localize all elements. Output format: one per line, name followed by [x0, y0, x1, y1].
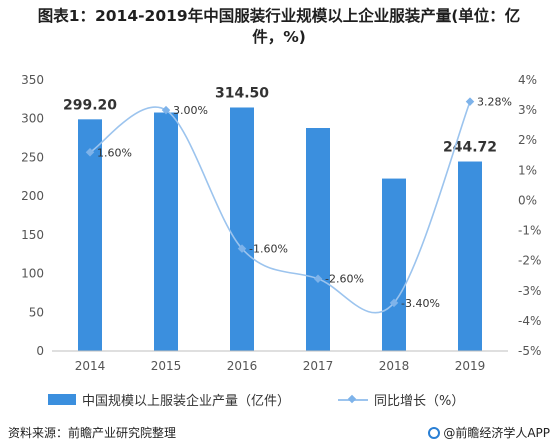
x-tick-label-2018: 2018 [379, 359, 410, 373]
left-tick-label-0: 0 [36, 344, 44, 358]
legend-swatch-line [338, 394, 369, 405]
left-tick-label-100: 100 [21, 267, 44, 281]
line-series: 1.60% 3.00% -1.60% -2.60% -3.40% 3.28% [85, 96, 512, 314]
source-note: 资料来源：前瞻产业研究院整理 [8, 426, 177, 440]
right-tick-label--1%: -1% [518, 224, 541, 238]
x-tick-label-2019: 2019 [455, 359, 486, 373]
right-tick-label-1%: 1% [518, 163, 537, 177]
left-tick-label-150: 150 [21, 228, 44, 242]
x-tick-label-2016: 2016 [227, 359, 258, 373]
line-label-2016: -1.60% [249, 243, 288, 256]
bar-2016 [230, 107, 254, 351]
chart-title: 图表1：2014-2019年中国服装行业规模以上企业服装产量(单位：亿 件，%) [0, 6, 558, 48]
chart-title-line-2: 件，%) [252, 28, 306, 46]
right-tick-label--4%: -4% [518, 314, 541, 328]
bar-2015 [154, 112, 178, 352]
line-point-2015 [161, 105, 171, 115]
line-label-2018: -3.40% [401, 297, 440, 310]
legend-item-line: 同比增长（%） [338, 390, 464, 409]
brand-credit: @前瞻经济学人APP [428, 424, 550, 441]
line-point-2018 [389, 298, 399, 308]
line-point-2016 [237, 244, 247, 253]
bar-label-2014: 299.20 [63, 97, 117, 113]
x-axis: 2014 2015 2016 2017 2018 2019 [52, 350, 508, 373]
bar-2014 [78, 119, 102, 352]
left-tick-label-50: 50 [29, 305, 44, 319]
bar-label-2019: 244.72 [443, 140, 497, 156]
line-label-2015: 3.00% [173, 104, 208, 117]
line-point-2019 [465, 97, 475, 106]
x-tick-label-2014: 2014 [75, 359, 106, 373]
bar-series: 299.20 314.50 244.72 [63, 85, 497, 352]
x-tick-label-2015: 2015 [151, 359, 182, 373]
legend-label-bar: 中国规模以上服装企业产量（亿件） [82, 394, 291, 409]
brand-text: @前瞻经济学人APP [443, 426, 550, 440]
right-tick-label-2%: 2% [518, 133, 537, 147]
bar-2017 [306, 128, 330, 351]
growth-line [89, 101, 471, 314]
line-label-2017: -2.60% [325, 273, 364, 286]
left-tick-label-200: 200 [21, 189, 44, 203]
legend: 中国规模以上服装企业产量（亿件） 同比增长（%） [48, 390, 464, 409]
legend-label-line: 同比增长（%） [374, 394, 465, 409]
left-tick-label-250: 250 [21, 150, 44, 164]
left-axis: 0 50 100 150 200 250 300 350 [21, 73, 44, 358]
left-tick-label-350: 350 [21, 73, 44, 87]
line-label-2014: 1.60% [97, 146, 132, 159]
legend-swatch-bar [48, 394, 76, 405]
chart-title-line-1: 图表1：2014-2019年中国服装行业规模以上企业服装产量(单位：亿 [37, 7, 521, 25]
bar-label-2016: 314.50 [215, 85, 269, 101]
bar-2019 [458, 161, 482, 351]
line-point-2017 [313, 274, 323, 283]
brand-logo-icon [428, 426, 441, 439]
footer: 资料来源：前瞻产业研究院整理 @前瞻经济学人APP [0, 418, 558, 448]
right-tick-label-4%: 4% [518, 73, 537, 87]
legend-item-bar: 中国规模以上服装企业产量（亿件） [48, 390, 290, 409]
right-tick-label-3%: 3% [518, 103, 537, 117]
right-tick-label--5%: -5% [518, 344, 541, 358]
line-label-2019: 3.28% [477, 96, 512, 109]
left-tick-label-300: 300 [21, 112, 44, 126]
right-tick-label-0%: 0% [518, 193, 537, 207]
right-axis: -5% -4% -3% -2% -1% 0% 1% 2% 3% 4% [518, 73, 541, 358]
line-point-2014 [85, 148, 95, 157]
bar-2018 [382, 178, 406, 351]
x-tick-label-2017: 2017 [303, 359, 334, 373]
right-tick-label--3%: -3% [518, 284, 541, 298]
right-tick-label--2%: -2% [518, 254, 541, 268]
